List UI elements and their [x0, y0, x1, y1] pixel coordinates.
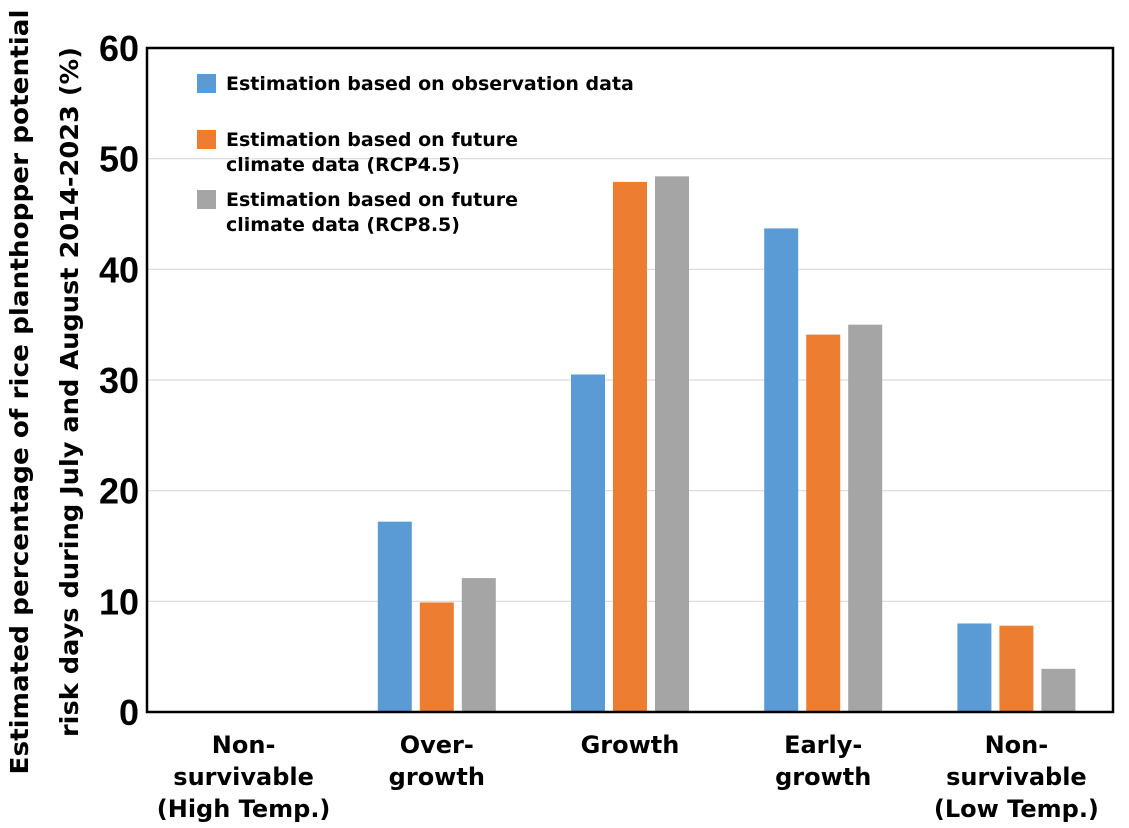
bar-series-2-cat-4 [806, 334, 841, 712]
y-tick-label: 60 [99, 28, 139, 69]
bar-series-1-cat-4 [764, 228, 799, 713]
legend-entry-label: Estimation based on observation data [226, 73, 634, 95]
bar-series-3-cat-3 [655, 176, 689, 712]
bar-series-3-cat-5 [1041, 668, 1076, 712]
bar-series-1-cat-2 [377, 521, 412, 712]
legend-swatch-2 [197, 130, 216, 149]
bar-series-2-cat-2 [419, 602, 454, 712]
x-category-label: Non-survivable (High Temp.) [157, 731, 331, 823]
plot-frame [145, 46, 1115, 714]
y-tick-label: 50 [99, 139, 139, 180]
y-axis-label: Estimated percentage of rice planthopper… [5, 9, 84, 774]
y-tick-label: 20 [99, 471, 139, 512]
bar-series-2-cat-3 [613, 181, 647, 712]
bar-series-3-cat-2 [461, 578, 496, 712]
x-category-label: Growth [581, 731, 680, 759]
x-axis-categories: Non-survivable (High Temp.) Over-growth Gro… [157, 731, 1099, 823]
y-tick-label: 40 [99, 249, 139, 290]
y-tick-label: 10 [99, 581, 139, 622]
y-tick-label: 30 [99, 360, 139, 401]
legend-swatch-3 [197, 190, 216, 209]
y-axis-ticks: 0 10 20 30 40 50 60 [99, 28, 139, 733]
legend-entry-label: Estimation based on future climate data (… [226, 129, 518, 176]
y-tick-label: 0 [119, 692, 139, 733]
y-axis-title: Estimated percentage of rice planthopper… [5, 9, 84, 774]
legend: Estimation based on observation data Esti… [197, 73, 634, 236]
x-category-label: Early-growth [775, 731, 871, 791]
bar-series-1-cat-5 [957, 623, 992, 712]
x-category-label: Non-survivable (Low Temp.) [934, 731, 1099, 823]
bars [377, 176, 1076, 713]
bar-series-1-cat-3 [571, 374, 605, 712]
legend-swatch-1 [197, 74, 216, 93]
x-category-label: Over-growth [389, 731, 485, 791]
legend-entry-label: Estimation based on future climate data (… [226, 189, 518, 236]
bar-series-2-cat-5 [999, 625, 1034, 712]
bar-series-3-cat-4 [848, 324, 883, 712]
